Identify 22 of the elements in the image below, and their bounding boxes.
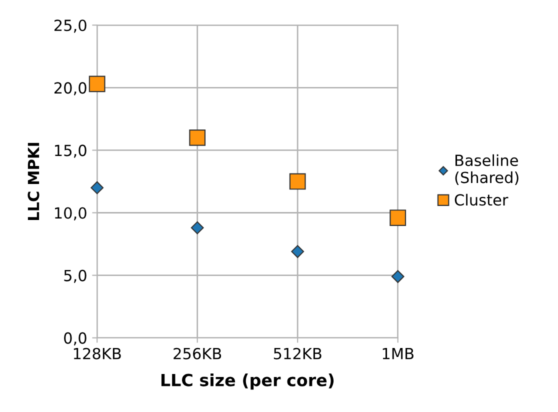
y-tick-label: 10,0 — [55, 207, 86, 220]
y-tick-label: 5,0 — [64, 270, 86, 283]
point — [189, 130, 206, 146]
legend-label: Cluster — [454, 194, 508, 206]
point — [289, 173, 306, 190]
point — [291, 245, 304, 258]
point — [90, 181, 104, 194]
y-tick-label: 0,0 — [64, 332, 86, 346]
x-tick-label: 256KB — [174, 348, 222, 360]
legend-label: Baseline (Shared) — [455, 154, 518, 186]
x-tick-label: 512KB — [274, 348, 322, 360]
point — [391, 270, 404, 283]
y-tick-label: 25,0 — [54, 20, 86, 33]
point — [88, 76, 106, 92]
point — [390, 210, 406, 226]
x-tick-label: 128KB — [74, 348, 121, 360]
point — [190, 221, 204, 234]
y-axis-title: LLC MPKI — [28, 142, 40, 220]
y-tick-label: 15,0 — [55, 144, 86, 158]
y-tick-label: 20,0 — [54, 82, 86, 96]
x-tick-label: 1MB — [382, 348, 414, 360]
x-axis-title: LLC size (per core) — [161, 373, 334, 390]
